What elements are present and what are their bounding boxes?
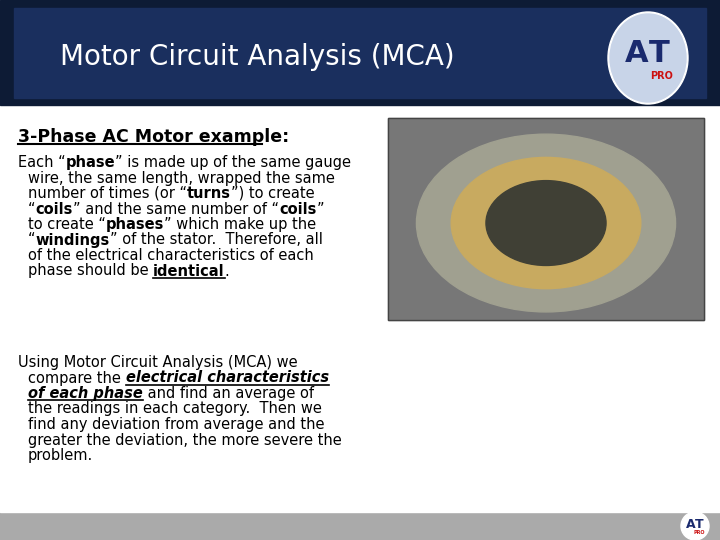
Text: ” is made up of the same gauge: ” is made up of the same gauge [115,155,351,170]
Text: ” of the stator.  Therefore, all: ” of the stator. Therefore, all [109,233,323,247]
Bar [0,105,720,512]
Text: ” which make up the: ” which make up the [164,217,316,232]
Bar [388,118,704,320]
Text: phase should be: phase should be [28,264,153,279]
Bar [0,0,720,105]
Text: 3-Phase AC Motor example:: 3-Phase AC Motor example: [18,128,289,146]
Text: windings: windings [35,233,109,247]
Text: Each “: Each “ [18,155,66,170]
Text: and find an average of: and find an average of [143,386,314,401]
Text: the readings in each category.  Then we: the readings in each category. Then we [28,402,322,416]
Text: “: “ [28,201,35,217]
Ellipse shape [416,134,675,312]
Text: A: A [686,517,696,530]
Text: problem.: problem. [28,448,94,463]
Text: of the electrical characteristics of each: of the electrical characteristics of eac… [28,248,314,263]
Text: ” and the same number of “: ” and the same number of “ [73,201,279,217]
Ellipse shape [451,157,641,289]
Text: Motor Circuit Analysis (MCA): Motor Circuit Analysis (MCA) [60,43,454,71]
Text: coils: coils [279,201,316,217]
Circle shape [681,512,709,540]
Text: to create “: to create “ [28,217,106,232]
Bar [388,118,704,320]
Text: compare the: compare the [28,370,125,386]
Ellipse shape [608,12,688,104]
Text: coils: coils [35,201,73,217]
Text: .: . [225,264,230,279]
Text: PRO: PRO [693,530,705,536]
Bar [14,8,706,98]
Ellipse shape [486,180,606,266]
Text: “: “ [28,233,35,247]
Bar [0,512,720,540]
Text: electrical characteristics: electrical characteristics [125,370,328,386]
Text: of each phase: of each phase [28,386,143,401]
Text: wire, the same length, wrapped the same: wire, the same length, wrapped the same [28,171,335,186]
Text: phase: phase [66,155,115,170]
Text: T: T [649,38,670,68]
Text: turns: turns [187,186,231,201]
Text: PRO: PRO [651,71,673,81]
Text: Using Motor Circuit Analysis (MCA) we: Using Motor Circuit Analysis (MCA) we [18,355,297,370]
Text: A: A [625,38,649,68]
Ellipse shape [610,14,686,102]
Text: greater the deviation, the more severe the: greater the deviation, the more severe t… [28,433,342,448]
Text: ”: ” [316,201,324,217]
Text: number of times (or “: number of times (or “ [28,186,187,201]
Text: find any deviation from average and the: find any deviation from average and the [28,417,325,432]
Text: phases: phases [106,217,164,232]
Text: T: T [695,517,703,530]
Text: identical: identical [153,264,225,279]
Text: ”) to create: ”) to create [231,186,315,201]
